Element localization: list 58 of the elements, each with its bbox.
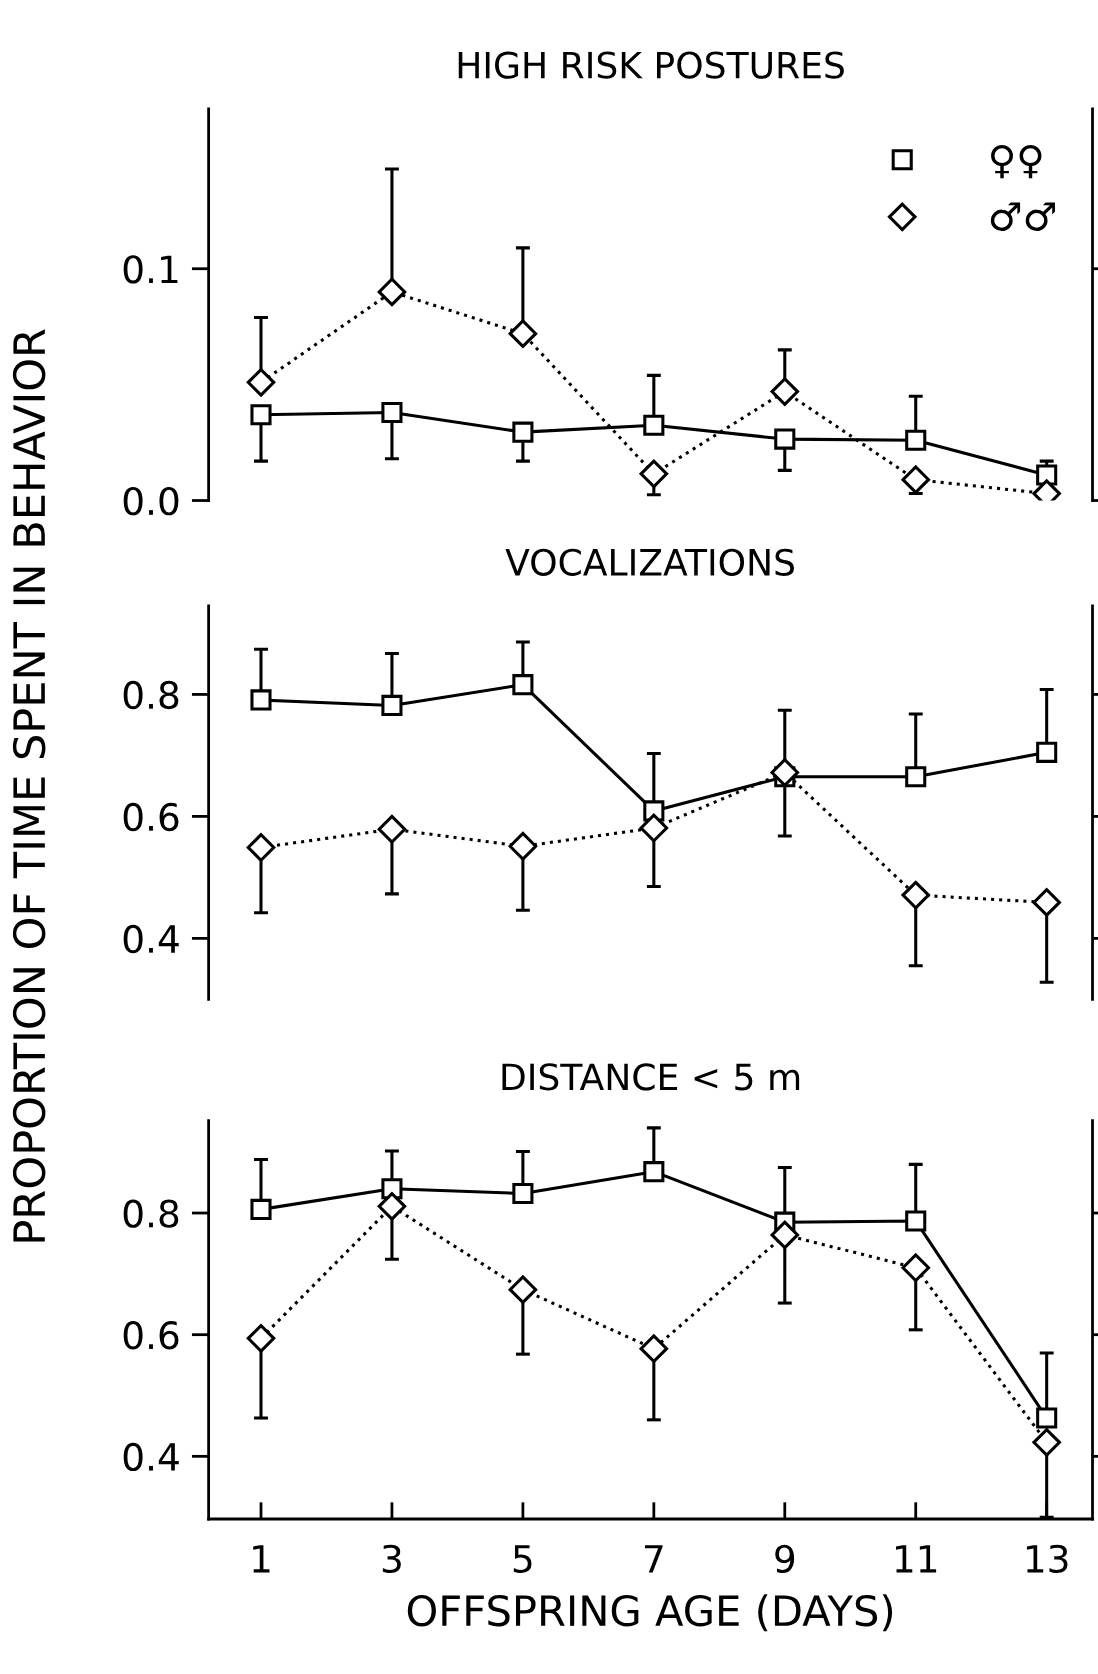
point [512,1183,534,1205]
point [377,277,407,307]
y-tick-label: 0.4 [123,924,179,954]
point [250,689,272,711]
point [770,758,800,787]
chart-title: VOCALIZATIONS [505,548,794,576]
point [643,1161,665,1183]
legend-label: ♂♂ [990,202,1055,231]
point [639,1334,669,1363]
point [508,831,538,861]
point [246,833,276,862]
y-tick-label: 0.6 [123,802,179,832]
x-tick-label: 13 [1026,1544,1068,1574]
point [639,813,669,843]
point [1036,1407,1058,1429]
point [250,1198,272,1220]
point [377,1192,407,1221]
x-tick-label: 11 [895,1545,937,1573]
point [246,368,276,397]
point [905,766,927,788]
point [246,1324,276,1353]
point [901,1253,931,1283]
point [905,429,927,451]
point [643,414,665,436]
x-tick-label: 3 [382,1544,401,1574]
point [1032,888,1061,917]
point [377,814,407,844]
x-axis-title: OFFSPRING AGE (DAYS) [407,1594,893,1632]
point [512,674,534,696]
chart-title: DISTANCE < 5 m [502,1063,800,1091]
point [639,459,669,489]
y-tick-label: 0.6 [123,1321,179,1350]
y-tick-label: 0.8 [123,680,179,710]
point [901,465,931,494]
y-tick-label: 0.0 [123,486,179,516]
chart-title: HIGH RISK POSTURES [458,51,844,79]
x-tick-label: 7 [644,1545,663,1573]
point [901,880,931,910]
x-tick-label: 5 [513,1545,532,1574]
point [512,421,534,443]
point [770,377,800,406]
x-tick-label: 9 [775,1544,795,1574]
y-tick-label: 0.1 [123,255,178,284]
point [1036,741,1058,763]
point [381,401,403,423]
y-axis-title: PROPORTION OF TIME SPENT IN BEHAVIOR [12,329,46,1242]
point [381,694,403,716]
point [508,319,538,348]
point [905,1210,927,1232]
point [770,1220,800,1250]
point [508,1275,538,1304]
x-tick-label: 1 [253,1545,270,1573]
point [774,428,796,450]
y-tick-label: 0.8 [123,1199,179,1228]
legend-label: ♀♀ [991,144,1042,179]
y-tick-label: 0.4 [123,1442,179,1472]
point [1032,1428,1061,1457]
point [250,404,272,426]
